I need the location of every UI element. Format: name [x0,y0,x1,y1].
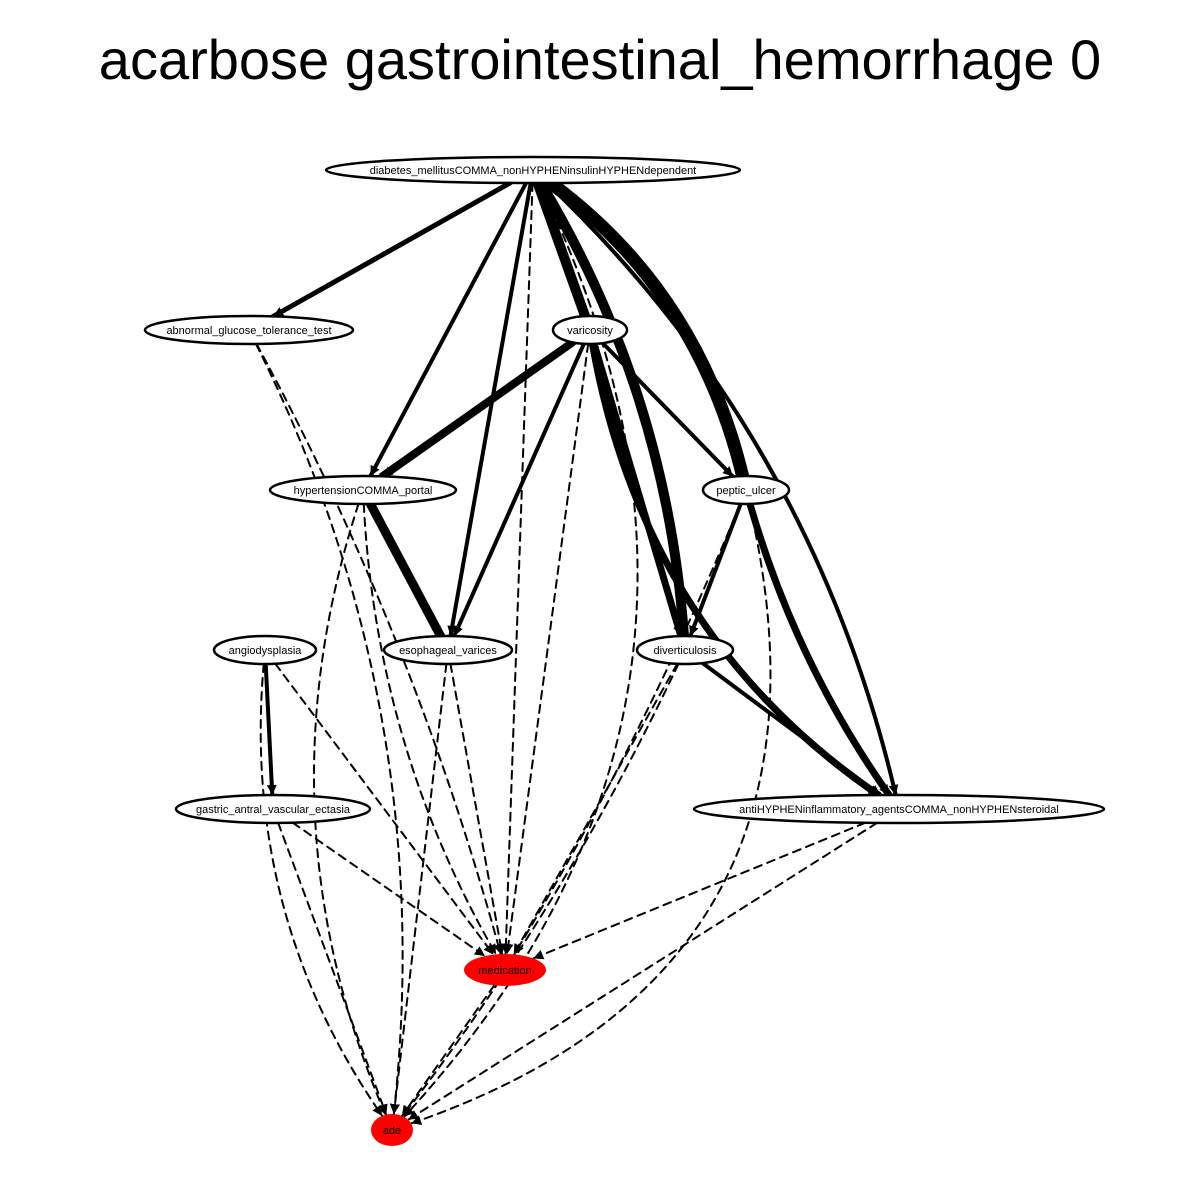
edge-varicosity-to-peptic_ulcer [600,341,735,479]
node-peptic_ulcer: peptic_ulcer [701,474,791,506]
edge-layer [254,176,899,1125]
node-layer: diabetes_mellitusCOMMA_nonHYPHENinsulinH… [143,155,1106,1146]
node-label-peptic_ulcer: peptic_ulcer [716,485,776,497]
edge-diabetes-to-peptic_ulcer [544,176,750,483]
edge-diverticulosis-to-nsaid [700,661,883,798]
edge-diabetes-to-diverticulosis [535,177,689,642]
node-label-angiodysplasia: angiodysplasia [229,645,303,657]
edge-varicosity-to-medication [503,342,590,956]
edge-varicosity-to-esoph_varices [452,341,586,639]
edge-diabetes-to-nsaid [544,180,899,798]
node-shape-agtt [143,314,355,346]
edge-diabetes-to-agtt [270,180,513,319]
edge-peptic_ulcer-to-ade [410,502,772,1125]
edge-esoph_varices-to-medication [449,662,506,956]
graph-title: acarbose gastrointestinal_hemorrhage 0 [98,28,1102,91]
node-ade: ade [371,1114,413,1146]
node-label-varicosity: varicosity [567,325,613,337]
node-nsaid: antiHYPHENinflammatory_agentsCOMMA_nonHY… [692,793,1106,825]
edge-angiodysplasia-to-ade [259,662,384,1117]
edge-diverticulosis-to-medication [512,662,679,956]
node-agtt: abnormal_glucose_tolerance_test [143,314,355,346]
node-shape-ade [371,1114,413,1146]
node-label-diverticulosis: diverticulosis [654,645,717,657]
node-label-nsaid: antiHYPHENinflammatory_agentsCOMMA_nonHY… [739,804,1059,816]
node-shape-nsaid [692,793,1106,825]
node-varicosity: varicosity [551,314,629,346]
node-htn_portal: hypertensionCOMMA_portal [268,474,458,506]
node-label-agtt: abnormal_glucose_tolerance_test [166,325,331,337]
node-shape-medication [464,954,546,986]
node-diverticulosis: diverticulosis [635,634,735,666]
edge-angiodysplasia-to-medication [274,662,495,956]
edge-angiodysplasia-to-gave [263,661,277,797]
node-angiodysplasia: angiodysplasia [212,634,318,666]
node-diabetes: diabetes_mellitusCOMMA_nonHYPHENinsulinH… [324,155,742,185]
edge-peptic_ulcer-to-nsaid [746,500,893,799]
edge-htn_portal-to-esoph_varices [365,499,446,641]
node-label-ade: ade [383,1125,401,1137]
edge-htn_portal-to-medication [362,503,498,956]
edge-agtt-to-ade [254,342,404,1116]
node-label-htn_portal: hypertensionCOMMA_portal [294,485,433,497]
node-label-gave: gastric_antral_vascular_ectasia [196,804,351,816]
edge-peptic_ulcer-to-medication [513,502,742,956]
edge-varicosity-to-diverticulosis [590,340,685,640]
edge-diabetes-to-medication [500,182,534,956]
node-shape-diabetes [324,155,742,185]
node-label-medication: medication [478,965,531,977]
edge-gave-to-medication [291,821,486,958]
node-shape-gave [174,793,372,825]
node-label-diabetes: diabetes_mellitusCOMMA_nonHYPHENinsulinH… [370,165,697,177]
edge-gave-to-ade [277,821,388,1116]
node-shape-diverticulosis [635,634,735,666]
node-medication: medication [464,954,546,986]
node-gave: gastric_antral_vascular_ectasia [174,793,372,825]
edge-peptic_ulcer-to-diverticulosis [688,501,743,639]
edge-diabetes-to-varicosity [532,177,591,322]
edge-medication-to-ade [400,984,496,1117]
edge-diabetes-to-esoph_varices [447,180,533,639]
node-esoph_varices: esophageal_varices [382,634,514,666]
node-shape-varicosity [551,314,629,346]
node-shape-angiodysplasia [212,634,318,666]
edge-diabetes-to-htn_portal [368,180,529,479]
edge-esoph_varices-to-ade [390,662,448,1116]
edge-diverticulosis-to-ade [401,662,680,1118]
node-label-esoph_varices: esophageal_varices [399,645,497,657]
edge-varicosity-to-htn_portal [378,338,577,481]
node-shape-esoph_varices [382,634,514,666]
node-shape-htn_portal [268,474,458,506]
node-shape-peptic_ulcer [701,474,791,506]
edge-nsaid-to-ade [407,821,879,1121]
edge-nsaid-to-medication [532,821,867,960]
